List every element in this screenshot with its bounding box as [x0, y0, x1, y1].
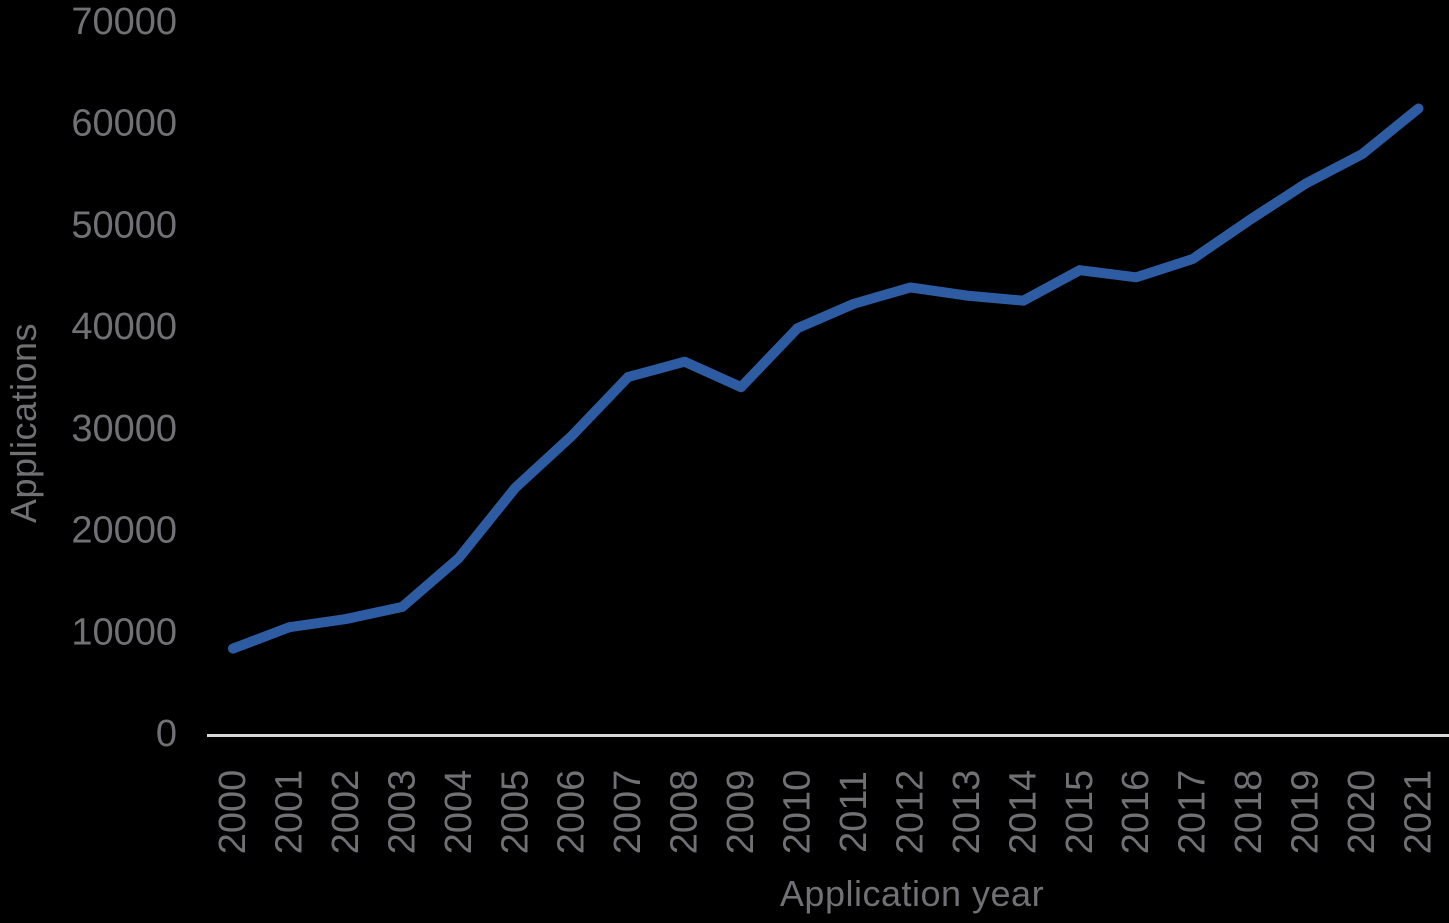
x-tick-label: 2010	[777, 770, 819, 855]
x-tick-label: 2020	[1341, 770, 1383, 855]
x-tick-label: 2015	[1059, 770, 1101, 855]
x-tick-label: 2021	[1397, 770, 1439, 855]
y-tick-label: 30000	[71, 408, 177, 450]
y-tick-label: 40000	[71, 306, 177, 348]
x-tick-label: 2000	[212, 770, 254, 855]
x-tick-label: 2009	[720, 770, 762, 855]
x-tick-label: 2003	[381, 770, 423, 855]
x-tick-label: 2013	[946, 770, 988, 855]
y-tick-label: 20000	[71, 510, 177, 552]
x-tick-label: 2018	[1228, 770, 1270, 855]
y-tick-label: 60000	[71, 103, 177, 145]
x-tick-label: 2016	[1115, 770, 1157, 855]
y-tick-label: 70000	[71, 1, 177, 43]
x-tick-label: 2019	[1285, 770, 1327, 855]
x-tick-label: 2002	[325, 770, 367, 855]
x-tick-label: 2004	[438, 770, 480, 855]
y-tick-label: 0	[156, 713, 177, 755]
x-tick-label: 2011	[833, 771, 875, 853]
data-series-line	[228, 103, 1424, 654]
x-tick-label: 2005	[494, 770, 536, 855]
x-axis-title: Application year	[779, 873, 1045, 914]
y-tick-label: 50000	[71, 204, 177, 246]
x-tick-label: 2007	[607, 770, 649, 855]
x-tick-label: 2008	[664, 770, 706, 855]
x-tick-label: 2001	[268, 770, 310, 855]
x-tick-label: 2012	[889, 770, 931, 855]
x-tick-label: 2017	[1172, 770, 1214, 855]
x-tick-label: 2006	[551, 770, 593, 855]
y-tick-label: 10000	[71, 611, 177, 653]
x-tick-label: 2014	[1002, 770, 1044, 855]
